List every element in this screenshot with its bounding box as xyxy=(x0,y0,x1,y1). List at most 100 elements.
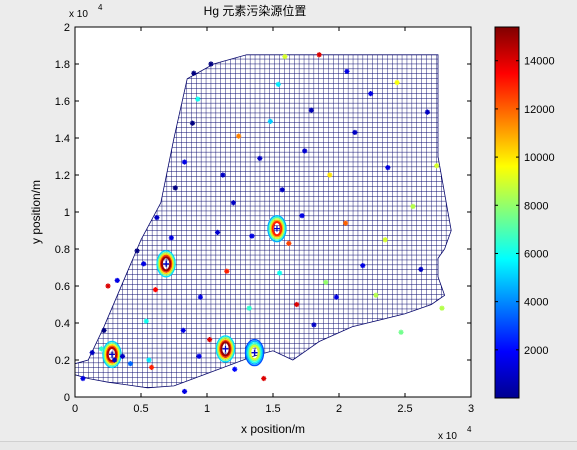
contour-ring xyxy=(249,345,260,361)
sample-point xyxy=(197,294,203,300)
sample-point xyxy=(410,203,416,210)
x-tick-label: 2 xyxy=(336,403,342,415)
sample-point xyxy=(119,353,126,359)
sample-point xyxy=(207,337,213,343)
sample-point xyxy=(134,248,140,254)
pollution-source-3 xyxy=(215,335,236,363)
sample-point xyxy=(112,357,118,363)
pollution-source-4 xyxy=(244,338,265,367)
colorbar-tick-label: 12000 xyxy=(524,104,555,116)
contour-ring xyxy=(219,339,232,358)
sample-point xyxy=(323,279,329,285)
sample-point xyxy=(275,81,281,87)
x-axis: 0 0.5 1 1.5 2 2.5 3 xyxy=(72,27,474,415)
colorbar-tick-label: 8000 xyxy=(524,200,548,212)
x-tick-label: 0.5 xyxy=(133,403,148,415)
contour-ring xyxy=(246,340,264,365)
contour-ring xyxy=(157,251,175,276)
contour-ring xyxy=(269,218,285,240)
colorbar-tick-label: 6000 xyxy=(524,248,548,260)
sample-point xyxy=(114,277,120,284)
y-tick-label: 0.4 xyxy=(55,318,70,330)
x-tick-label: 3 xyxy=(468,403,474,415)
colorbar-tick-label: 4000 xyxy=(524,297,548,309)
sample-point xyxy=(246,305,252,311)
colorbar-tick-label: 14000 xyxy=(524,56,555,68)
y-tick-label: 0 xyxy=(64,392,70,404)
y-tick-label: 2 xyxy=(64,22,70,34)
sample-point xyxy=(168,235,174,241)
y-axis-exponent: x 10 xyxy=(69,9,88,20)
source-marker xyxy=(273,225,280,232)
y-tick-label: 1.4 xyxy=(55,133,70,145)
sample-point xyxy=(249,233,255,239)
sample-point xyxy=(327,172,333,178)
sample-point xyxy=(98,346,104,352)
sample-point xyxy=(385,165,391,171)
y-tick-label: 0.8 xyxy=(55,244,70,256)
sample-point xyxy=(394,79,400,86)
sample-point xyxy=(418,266,424,272)
sample-point xyxy=(286,240,292,247)
sample-point xyxy=(294,301,300,308)
sample-point xyxy=(434,163,440,169)
x-tick-label: 2.5 xyxy=(397,403,412,415)
sample-point xyxy=(180,327,186,333)
sample-point xyxy=(89,350,95,356)
contour-ring xyxy=(104,343,120,365)
sample-point xyxy=(382,237,388,243)
contour-ring xyxy=(244,338,265,367)
sample-point xyxy=(257,155,263,161)
y-tick-label: 1.2 xyxy=(55,170,70,182)
sample-point xyxy=(148,364,155,370)
sample-point xyxy=(299,213,305,219)
sample-point xyxy=(279,187,285,193)
contour-ring xyxy=(159,254,173,273)
contour-ring xyxy=(248,343,261,362)
pollution-source-2 xyxy=(156,250,176,278)
x-axis-exponent: x 10 xyxy=(438,431,457,441)
sample-point xyxy=(181,159,188,165)
sample-point xyxy=(80,375,86,382)
source-marker xyxy=(108,351,115,358)
sample-point xyxy=(373,292,379,298)
contour-ring xyxy=(268,216,286,241)
y-tick-label: 1.6 xyxy=(55,96,70,108)
contour-ring xyxy=(215,335,236,363)
sample-point xyxy=(316,52,322,58)
contour-ring xyxy=(103,342,121,367)
sample-point xyxy=(191,70,197,76)
sample-point xyxy=(189,120,196,126)
colorbar-ticks: 2000 4000 6000 8000 10000 12000 14000 xyxy=(495,56,555,357)
sample-point xyxy=(343,220,349,226)
colorbar-tick-label: 2000 xyxy=(524,345,548,357)
contour-ring xyxy=(156,250,176,278)
sample-point xyxy=(302,148,308,154)
y-tick-label: 0.2 xyxy=(55,355,70,367)
sample-point xyxy=(333,294,339,300)
sample-point xyxy=(424,109,431,115)
sample-point xyxy=(261,375,267,382)
x-tick-label: 1 xyxy=(204,403,210,415)
sample-point xyxy=(344,68,350,74)
sample-point xyxy=(154,214,160,221)
y-tick-label: 1.8 xyxy=(55,59,70,71)
contour-ring xyxy=(267,214,287,243)
sample-point xyxy=(181,388,188,395)
chart-title: Hg 元素污染源位置 xyxy=(204,3,307,18)
contour-ring xyxy=(106,346,118,363)
y-tick-label: 1 xyxy=(64,207,70,219)
sample-point xyxy=(224,268,230,274)
sample-point xyxy=(308,107,314,113)
contour-ring xyxy=(160,256,172,272)
contour-ring xyxy=(105,345,119,364)
sample-point xyxy=(236,133,242,139)
contour-ring xyxy=(247,342,262,364)
figure-canvas: Hg 元素污染源位置 0 0.5 1 1.5 2 2.5 3 0 0.2 0.4 0.6 0.8 1 1… xyxy=(29,3,555,441)
sample-point xyxy=(311,322,317,328)
sample-point xyxy=(398,329,404,335)
pollution-source-1 xyxy=(102,340,122,369)
x-axis-exponent-power: 4 xyxy=(467,425,472,434)
x-tick-label: 1.5 xyxy=(265,403,280,415)
sample-point xyxy=(146,357,152,363)
